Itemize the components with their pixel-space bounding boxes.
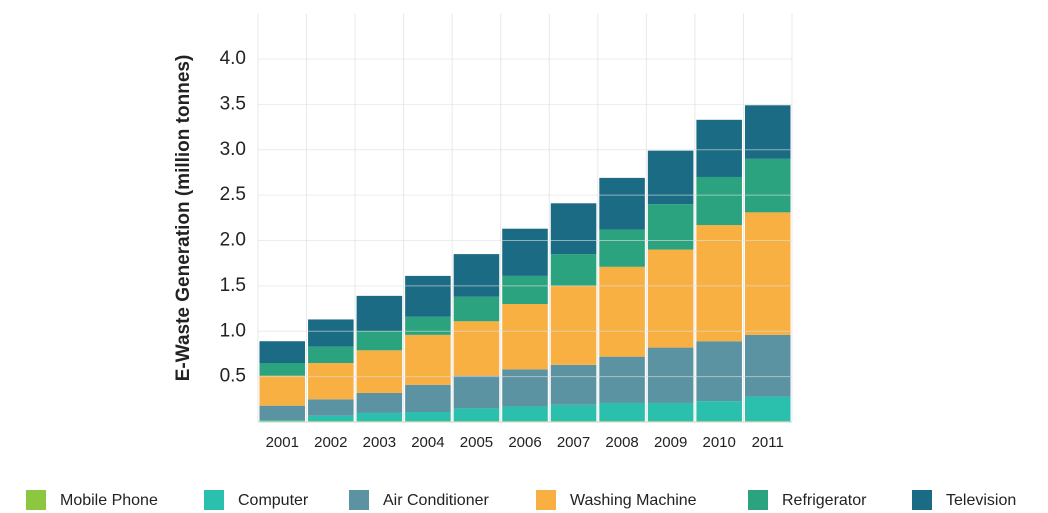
bar-segment <box>502 275 548 305</box>
bar-segment <box>259 420 306 422</box>
x-tick-label: 2008 <box>605 434 638 451</box>
bar-segment <box>453 408 500 422</box>
bar-segment <box>259 341 306 364</box>
bar-segment <box>696 119 742 177</box>
bar-segment <box>696 401 742 422</box>
bar-segment <box>259 405 306 421</box>
legend-label: Television <box>946 492 1016 509</box>
y-tick-label: 3.5 <box>220 93 246 114</box>
bar-segment <box>744 396 791 422</box>
x-tick-label: 2005 <box>460 434 493 451</box>
bar-segment <box>550 203 597 255</box>
bar-segment <box>453 375 500 409</box>
bar-segment <box>599 356 645 403</box>
x-tick-label: 2002 <box>314 434 347 451</box>
x-tick-label: 2007 <box>557 434 590 451</box>
bar-segment <box>308 363 354 400</box>
x-tick-label: 2010 <box>702 434 735 451</box>
y-tick-label: 4.0 <box>220 48 246 69</box>
y-tick-label: 2.0 <box>220 230 246 251</box>
bar-segment <box>356 412 403 422</box>
bar-segment <box>647 204 694 250</box>
x-tick-label: 2011 <box>752 434 784 451</box>
bar-segment <box>550 364 597 405</box>
y-tick-label: 3.0 <box>220 139 246 160</box>
bar-segment <box>405 384 451 413</box>
legend-swatch <box>26 490 46 510</box>
bar-segment <box>744 105 791 159</box>
bar-segment <box>308 319 354 347</box>
bar-segment <box>550 254 597 286</box>
legend-label: Washing Machine <box>570 492 697 509</box>
legend-swatch <box>748 490 768 510</box>
bar-segment <box>502 369 548 407</box>
bar-segment <box>405 316 451 335</box>
x-tick-label: 2001 <box>266 434 299 451</box>
legend-swatch <box>349 490 369 510</box>
legend-swatch <box>204 490 224 510</box>
y-tick-label: 1.0 <box>220 320 246 341</box>
bar-segment <box>308 415 354 422</box>
bar-segment <box>647 150 694 205</box>
bar-segment <box>405 412 451 422</box>
y-axis-title: E-Waste Generation (million tonnes) <box>173 55 194 382</box>
legend-label: Refrigerator <box>782 492 867 509</box>
bar-segment <box>453 254 500 297</box>
legend-label: Computer <box>238 492 309 509</box>
bar-segment <box>502 406 548 422</box>
y-tick-label: 0.5 <box>220 366 246 387</box>
bar-segment <box>744 334 791 397</box>
bar-segment <box>599 266 645 357</box>
bar-segment <box>696 176 742 226</box>
y-tick-label: 1.5 <box>220 275 246 296</box>
bar-segment <box>356 331 403 351</box>
bar-segment <box>599 229 645 267</box>
bar-segment <box>599 402 645 422</box>
bar-segment <box>550 285 597 365</box>
bar-segment <box>696 341 742 402</box>
bar-segment <box>599 177 645 230</box>
bar-segment <box>308 346 354 364</box>
bar-segment <box>259 363 306 376</box>
bar-segment <box>405 275 451 317</box>
bar-segment <box>259 375 306 406</box>
x-tick-label: 2004 <box>411 434 444 451</box>
bar-segment <box>453 296 500 322</box>
legend-swatch <box>536 490 556 510</box>
x-tick-label: 2003 <box>363 434 396 451</box>
bar-segment <box>405 334 451 385</box>
bar-segment <box>647 249 694 348</box>
bar-segment <box>502 304 548 370</box>
bar-segment <box>356 350 403 393</box>
x-tick-label: 2006 <box>508 434 541 451</box>
y-tick-label: 2.5 <box>220 184 246 205</box>
legend-swatch <box>912 490 932 510</box>
bar-segment <box>453 321 500 376</box>
x-tick-label: 2009 <box>654 434 687 451</box>
bar-segment <box>696 225 742 342</box>
bar-segment <box>356 392 403 413</box>
bar-segment <box>356 295 403 332</box>
bar-segment <box>647 347 694 403</box>
bar-segment <box>550 404 597 422</box>
bar-segment <box>744 212 791 335</box>
legend-label: Air Conditioner <box>383 492 490 509</box>
legend-label: Mobile Phone <box>60 492 158 509</box>
bar-segment <box>502 228 548 276</box>
bar-segment <box>308 399 354 416</box>
bar-segment <box>744 158 791 213</box>
bar-segment <box>647 402 694 422</box>
